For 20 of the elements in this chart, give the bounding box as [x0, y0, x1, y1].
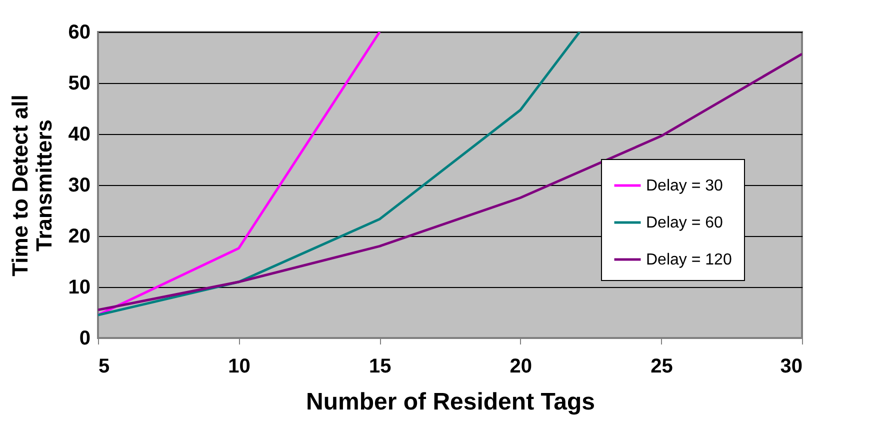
x-tick-label: 10: [228, 356, 250, 378]
x-tick-label: 20: [510, 356, 532, 378]
y-tick-label: 50: [68, 72, 90, 94]
y-tick-label: 0: [79, 328, 90, 350]
x-tick-label: 25: [650, 356, 673, 378]
y-tick-label: 10: [68, 276, 90, 298]
y-tick-label: 20: [68, 226, 90, 248]
legend-label: Delay = 120: [646, 252, 732, 268]
line-series: [98, 52, 802, 312]
x-tick-label: 30: [780, 356, 802, 378]
x-axis-title: Number of Resident Tags: [306, 388, 595, 416]
line-series: [98, 32, 581, 316]
y-tick-label: 40: [68, 124, 90, 146]
y-tick-label: 30: [68, 174, 90, 196]
y-tick-label: 60: [68, 22, 90, 44]
legend-label: Delay = 30: [646, 178, 724, 194]
legend-label: Delay = 60: [646, 214, 724, 232]
y-axis-title: Time to Detect all Transmitters: [7, 94, 56, 276]
x-tick-label: 5: [98, 356, 110, 378]
x-tick-label: 15: [368, 356, 392, 378]
